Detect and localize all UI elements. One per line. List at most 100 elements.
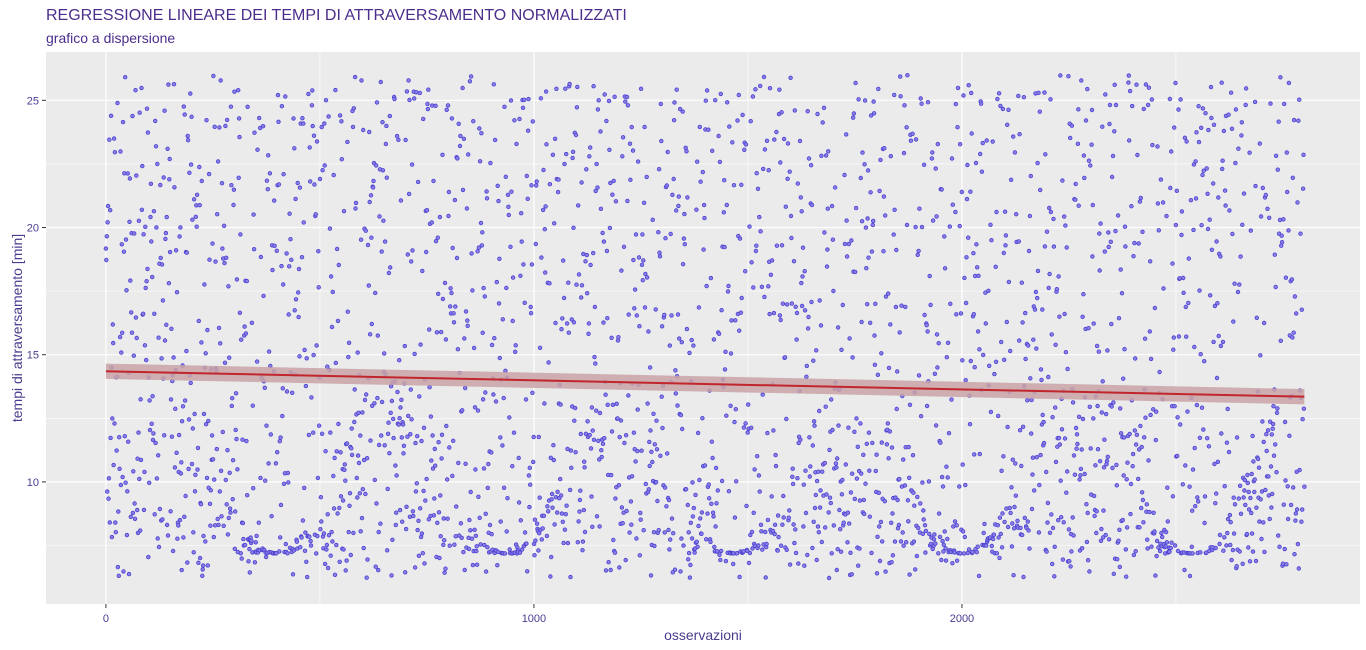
data-point	[1141, 435, 1147, 440]
data-point	[445, 516, 450, 521]
data-point	[589, 494, 594, 499]
data-point	[1213, 501, 1218, 506]
data-point	[503, 174, 508, 179]
data-point	[702, 463, 708, 468]
data-point	[1057, 442, 1063, 447]
data-point	[480, 230, 485, 235]
data-point	[506, 204, 511, 209]
data-point	[1052, 574, 1057, 579]
data-point	[1016, 93, 1021, 99]
data-point	[754, 243, 759, 248]
data-point	[934, 332, 940, 337]
data-point	[930, 150, 935, 155]
data-point	[418, 342, 423, 347]
data-point	[138, 457, 144, 463]
data-point	[1249, 510, 1254, 516]
data-point	[776, 534, 781, 540]
data-point	[119, 242, 124, 247]
data-point	[396, 137, 401, 142]
data-point	[364, 456, 370, 461]
data-point	[1231, 531, 1237, 536]
data-point	[310, 88, 315, 93]
data-point	[1177, 422, 1183, 427]
data-point	[558, 402, 563, 407]
data-point	[682, 241, 687, 247]
x-axis-title: osservazioni	[664, 627, 742, 643]
data-point	[442, 280, 448, 286]
data-point	[713, 524, 718, 529]
data-point	[904, 125, 909, 130]
data-point	[1028, 376, 1033, 381]
data-point	[1076, 203, 1081, 208]
data-point	[845, 510, 851, 515]
data-point	[785, 141, 791, 146]
data-point	[200, 563, 206, 568]
data-point	[1064, 469, 1070, 474]
data-point	[519, 210, 524, 216]
data-point	[1071, 453, 1077, 458]
data-point	[991, 532, 997, 537]
data-point	[1139, 444, 1144, 450]
data-point	[878, 157, 883, 163]
data-point	[388, 410, 393, 415]
data-point	[815, 524, 821, 529]
data-point	[878, 519, 884, 525]
data-point	[1047, 530, 1053, 535]
data-point	[718, 557, 723, 563]
data-point	[918, 96, 923, 101]
data-point	[1075, 441, 1080, 447]
data-point	[473, 533, 479, 538]
data-point	[275, 450, 280, 455]
data-point	[1268, 464, 1274, 469]
data-point	[996, 535, 1001, 540]
data-point	[762, 147, 768, 152]
data-point	[407, 97, 412, 103]
data-point	[921, 162, 927, 167]
data-point	[795, 181, 800, 186]
data-point	[297, 185, 303, 190]
data-point	[883, 294, 889, 299]
data-point	[519, 239, 524, 244]
data-point	[633, 459, 638, 464]
data-point	[1007, 505, 1012, 511]
data-point	[788, 213, 794, 219]
data-point	[1165, 519, 1170, 524]
data-point	[299, 255, 305, 260]
data-point	[804, 374, 809, 379]
data-point	[803, 468, 808, 473]
data-point	[1103, 411, 1109, 417]
data-point	[1076, 107, 1081, 112]
data-point	[128, 514, 133, 519]
data-point	[579, 180, 584, 185]
data-point	[982, 521, 987, 527]
data-point	[638, 86, 644, 91]
data-point	[980, 140, 985, 146]
data-point	[548, 455, 553, 460]
data-point	[901, 150, 907, 156]
data-point	[817, 505, 823, 510]
data-point	[577, 497, 583, 503]
data-point	[966, 235, 971, 240]
data-point	[957, 223, 962, 229]
data-point	[1245, 472, 1250, 478]
x-tick-label: 0	[103, 613, 109, 625]
data-point	[166, 82, 171, 87]
data-point	[812, 423, 817, 428]
data-point	[882, 145, 887, 151]
data-point	[155, 536, 160, 541]
data-point	[308, 543, 314, 548]
data-point	[172, 185, 177, 190]
data-point	[816, 469, 821, 474]
data-point	[1272, 442, 1278, 447]
data-point	[1197, 288, 1202, 293]
data-point	[225, 448, 230, 453]
data-point	[942, 266, 948, 271]
data-point	[607, 225, 613, 231]
data-point	[212, 124, 217, 129]
data-point	[801, 482, 806, 487]
data-point	[470, 562, 476, 568]
data-point	[1137, 199, 1143, 204]
data-point	[960, 462, 965, 467]
data-point	[388, 265, 393, 270]
data-point	[1033, 289, 1039, 295]
